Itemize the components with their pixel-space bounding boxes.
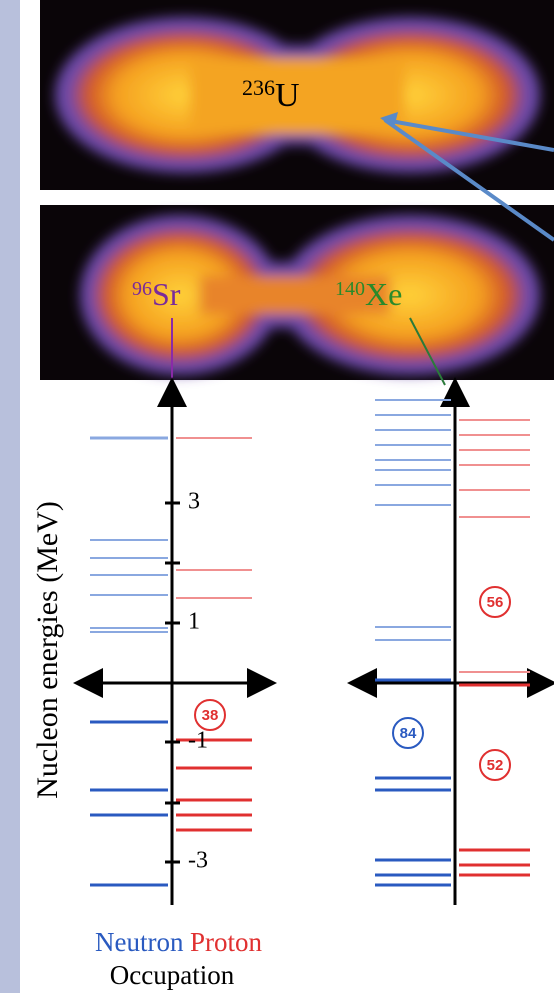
badge-label: 38 [202,707,219,724]
tick-label: 3 [188,489,200,515]
connector [409,317,446,386]
fragment-blob [80,215,540,375]
sr-label: 96Sr [132,276,181,312]
tick-label: -3 [188,848,208,874]
badge [479,749,511,781]
badge [392,717,424,749]
pointer [383,118,554,242]
xe-label: 140Xe [335,276,402,312]
pointer-head [380,112,398,128]
levels: 3 1 -1 -3 38 56 84 52 [90,399,530,887]
badge-label: 84 [400,725,417,742]
y-label: Nucleon energies (MeV) [31,501,64,799]
badge [194,699,226,731]
legend-proton: Proton [190,927,263,957]
tick-label: 1 [188,609,200,635]
x-label: Occupation [110,960,235,990]
badge-label: 56 [487,594,504,611]
pointer [384,118,554,152]
side-strip [0,0,20,993]
tick-label: -1 [188,728,208,754]
badge-label: 52 [487,757,504,774]
parent-mass: 236U [242,75,300,114]
badge [479,586,511,618]
legend-neutron: Neutron [95,927,184,957]
